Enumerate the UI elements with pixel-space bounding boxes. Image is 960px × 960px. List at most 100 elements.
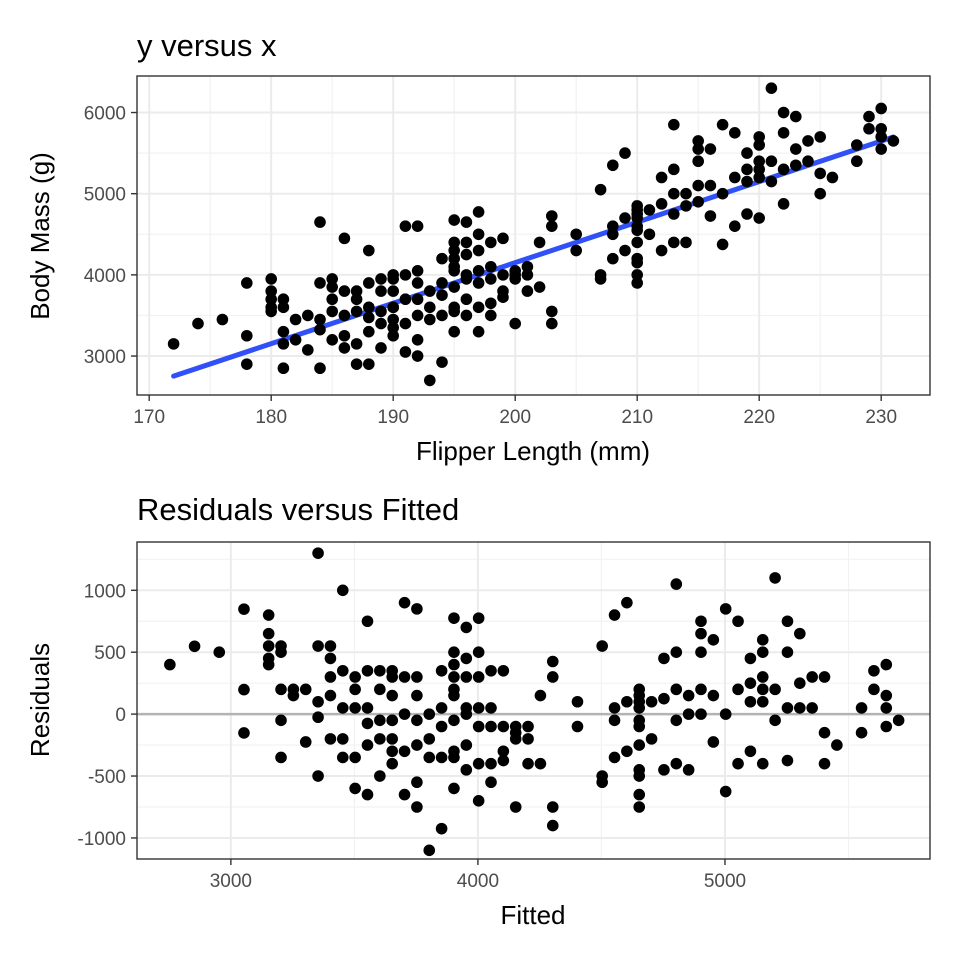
- data-point: [460, 621, 473, 634]
- data-point: [781, 646, 794, 659]
- data-point: [289, 313, 302, 326]
- data-point: [350, 305, 363, 318]
- data-point: [756, 695, 769, 708]
- data-point: [695, 708, 707, 720]
- data-point: [448, 782, 460, 795]
- data-point: [670, 757, 683, 770]
- data-point: [375, 317, 387, 330]
- data-point: [423, 708, 436, 720]
- data-point: [769, 572, 781, 584]
- data-point: [522, 757, 534, 770]
- y-tick-label: 4000: [84, 266, 126, 287]
- data-point: [777, 127, 790, 139]
- data-point: [818, 671, 831, 683]
- data-point: [607, 228, 619, 241]
- data-point: [387, 301, 400, 314]
- data-point: [631, 256, 643, 269]
- data-point: [386, 733, 398, 745]
- data-point: [729, 220, 741, 232]
- data-point: [497, 664, 510, 677]
- data-point: [472, 301, 485, 314]
- data-point: [741, 163, 753, 176]
- data-point: [658, 764, 670, 776]
- data-point: [326, 305, 339, 318]
- data-point: [238, 683, 250, 696]
- data-point: [275, 751, 287, 764]
- data-point: [546, 317, 558, 330]
- data-point: [831, 739, 843, 751]
- data-point: [241, 358, 253, 370]
- x-tick-label: 220: [743, 407, 775, 428]
- data-point: [818, 726, 831, 739]
- data-point: [336, 702, 349, 714]
- data-point: [880, 658, 893, 671]
- data-point: [241, 277, 253, 289]
- data-point: [619, 147, 631, 159]
- data-point: [851, 155, 863, 168]
- data-point: [631, 269, 643, 281]
- data-point: [756, 757, 769, 770]
- y-tick-label: 1000: [84, 581, 126, 602]
- data-point: [509, 801, 522, 813]
- data-point: [349, 751, 361, 764]
- data-point: [880, 720, 893, 733]
- data-point: [435, 822, 448, 835]
- data-point: [744, 695, 757, 708]
- data-point: [509, 273, 521, 285]
- data-point: [719, 785, 732, 798]
- data-point: [324, 640, 337, 652]
- data-point: [436, 356, 448, 368]
- data-point: [621, 695, 633, 708]
- data-point: [350, 285, 363, 297]
- data-point: [192, 317, 204, 330]
- data-point: [361, 702, 374, 714]
- data-point: [546, 305, 558, 318]
- x-tick-label: 4000: [457, 871, 499, 892]
- data-point: [643, 228, 656, 241]
- data-point: [399, 220, 412, 232]
- data-point: [324, 733, 337, 745]
- data-point: [275, 714, 287, 727]
- data-point: [436, 289, 448, 301]
- data-point: [521, 285, 534, 297]
- data-point: [668, 236, 680, 249]
- panel-border: [136, 75, 931, 396]
- data-point: [594, 273, 607, 285]
- data-point: [680, 236, 692, 249]
- data-point: [460, 269, 473, 281]
- data-point: [448, 325, 461, 338]
- data-point: [608, 702, 621, 714]
- data-point: [411, 739, 423, 751]
- data-point: [570, 228, 582, 241]
- data-point: [435, 720, 448, 733]
- chart-y-versus-x: y versus x 170 180 190 200 210 220 230 3000 4000…: [25, 28, 931, 466]
- data-point: [741, 175, 753, 188]
- data-point: [472, 720, 485, 733]
- data-point: [707, 689, 720, 702]
- data-point: [387, 285, 400, 297]
- x-axis-title: Flipper Length (mm): [416, 436, 650, 466]
- data-point: [460, 764, 473, 776]
- data-point: [769, 683, 781, 696]
- data-point: [668, 208, 680, 220]
- data-point: [374, 714, 386, 727]
- data-point: [448, 714, 460, 727]
- data-point: [594, 183, 607, 196]
- y-tick-label: 6000: [84, 104, 126, 125]
- data-point: [744, 652, 757, 665]
- data-point: [374, 683, 386, 696]
- data-point: [655, 198, 668, 210]
- data-point: [435, 751, 448, 764]
- data-point: [765, 175, 778, 188]
- data-point: [732, 757, 744, 770]
- data-point: [868, 683, 880, 696]
- data-point: [509, 265, 521, 277]
- data-point: [349, 702, 361, 714]
- data-point: [399, 317, 412, 330]
- data-point: [411, 776, 423, 789]
- data-point: [265, 273, 278, 285]
- data-point: [423, 733, 436, 745]
- data-point: [851, 139, 863, 151]
- x-tick-label: 200: [499, 407, 531, 428]
- data-point: [262, 658, 275, 671]
